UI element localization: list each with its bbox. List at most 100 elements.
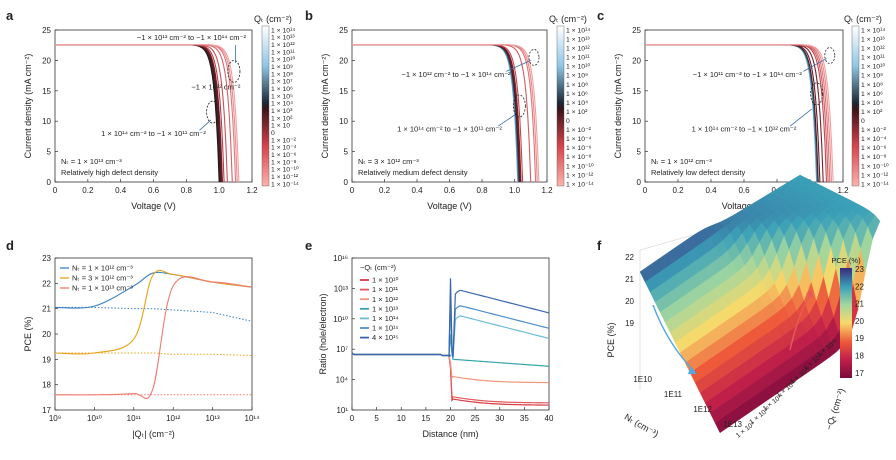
annotation-text: −1 × 10¹³ cm⁻² to −1 × 10¹⁴ cm⁻²: [137, 33, 247, 42]
colorbar-label: 1 × 10⁻¹⁴: [271, 181, 299, 188]
x-tick-label: 25: [471, 414, 480, 423]
y-tick-label: 15: [339, 87, 348, 96]
surface-patch: [792, 174, 806, 183]
ellipse-marker: [824, 47, 836, 64]
y-tick-label: 0: [637, 178, 642, 187]
legend-label: Nₜ = 1 × 10¹² cm⁻³: [72, 264, 133, 273]
x-tick-label: 0.8: [476, 186, 488, 195]
legend-label: 1 × 10¹¹: [372, 285, 399, 294]
ellipse-marker: [206, 100, 220, 124]
y-tick-label: 25: [632, 26, 641, 35]
y-axis-title: Current density (mA cm⁻²): [320, 54, 330, 159]
y-tick-label: 15: [632, 87, 641, 96]
colorbar-label: 23: [855, 265, 864, 274]
colorbar-label: 1 × 10⁴: [271, 101, 293, 108]
colorbar-label: 1 × 10⁻¹⁴: [566, 181, 594, 188]
x-tick-label: 1.2: [541, 186, 553, 195]
x-tick-label: 0.4: [411, 186, 423, 195]
x-tick-label: 1.0: [509, 186, 521, 195]
y-tick-label: 20: [42, 330, 51, 339]
x-tick-label: 1.2: [246, 186, 258, 195]
colorbar-label: 1 × 10⁸: [861, 82, 883, 89]
legend-label: 1 × 10¹⁴: [372, 314, 399, 323]
y-tick-label: 5: [344, 148, 349, 157]
pce-panel-d: d 10⁹ 10¹⁰ 10¹¹ 10¹² 10¹³ 10¹⁴ 17 18 19 20 21 22 23 |Q…: [6, 238, 260, 439]
colorbar-label: 1 × 10⁻⁸: [861, 154, 887, 161]
y-tick-label: 23: [42, 254, 51, 263]
x-tick-label: 1E10: [633, 375, 652, 384]
colorbar-label: 1 × 10¹³: [271, 35, 295, 42]
y-axis-title: −Qₜ (cm⁻²): [824, 387, 847, 431]
colorbar-title: Qₜ (cm⁻²): [549, 14, 587, 24]
y-tick-label: 0: [344, 178, 349, 187]
panel-label-e: e: [305, 238, 312, 253]
x-tick-label: 0: [53, 186, 58, 195]
y-tick-label: 15: [42, 87, 51, 96]
legend-label: 1 × 10¹⁵: [372, 324, 399, 333]
y-axis-title: Ratio (hole/electron): [318, 293, 328, 374]
colorbar-label: 1 × 10⁻¹⁰: [566, 162, 594, 170]
y-tick-label: 0: [47, 178, 52, 187]
colorbar-label: 1 × 10⁻⁴: [271, 145, 297, 152]
colorbar-label: 1 × 10²: [271, 115, 293, 122]
x-tick-label: 30: [495, 414, 504, 423]
colorbar-label: 1 × 10⁴: [861, 100, 883, 107]
x-tick-label: 10⁹: [49, 414, 61, 423]
annotation-text: −1 × 10¹¹ cm⁻² to −1 × 10¹⁴ cm⁻²: [693, 70, 803, 79]
y-tick-label: 10¹³: [334, 284, 349, 293]
colorbar-label: 1 × 10⁶: [566, 91, 588, 98]
x-tick-label: 0.4: [705, 186, 717, 195]
colorbar-label: 1 × 10⁶: [271, 86, 293, 93]
colorbar-label: 22: [855, 282, 864, 291]
jv-curve: [352, 44, 540, 183]
y-axis-title: Current density (mA cm⁻²): [23, 54, 33, 159]
y-axis-title: PCE (%): [23, 316, 33, 351]
x-tick-label: 10¹⁰: [87, 414, 102, 423]
pce-curve-2: [54, 276, 253, 400]
x-tick-label: 1E11: [664, 390, 683, 399]
pce-colorbar: [840, 268, 852, 378]
colorbar-label: 0: [861, 118, 865, 125]
annotation-text: −1 × 10¹² cm⁻²: [191, 83, 240, 92]
x-tick-label: 0.2: [379, 186, 391, 195]
colorbar-label: 1 × 10⁹: [566, 73, 588, 80]
colorbar-label: 1 × 10¹¹: [861, 55, 885, 62]
legend-label: Nₜ = 1 × 10¹³ cm⁻³: [72, 284, 133, 293]
x-tick-label: 0: [350, 414, 355, 423]
colorbar-label: 1 × 10⁻⁸: [271, 159, 297, 166]
y-tick-label: 18: [42, 381, 51, 390]
x-tick-label: 5: [374, 414, 379, 423]
jv-panel-a: a 0 0.2 0.4 0.6 0.8 1.0 1.2 0 5 10 15 20 25 Voltage (V…: [6, 8, 258, 211]
colorbar-label: 1 × 10¹¹: [566, 55, 590, 62]
box-edge: [639, 232, 701, 251]
x-tick-label: 40: [545, 414, 554, 423]
colorbar-label: 1 × 10⁴: [566, 100, 588, 107]
panel-label-a: a: [6, 8, 14, 23]
z-axis-title: PCE (%): [606, 322, 616, 357]
colorbar-bar: [556, 25, 565, 187]
colorbar-label: 1 × 10⁻¹⁰: [861, 162, 889, 170]
ellipse-marker: [810, 82, 823, 106]
colorbar-label: 1 × 10⁻¹⁴: [861, 181, 889, 188]
colorbar-label: 1 × 10²: [566, 109, 588, 116]
y-tick-label: 10¹⁶: [333, 254, 348, 263]
z-tick-label: 21: [625, 275, 634, 284]
colorbar-label: 1 × 10⁻¹⁰: [271, 166, 299, 174]
y-tick-label: 20: [42, 56, 51, 65]
colorbar-label: 1 × 10⁸: [271, 71, 293, 78]
surface-arrowhead: [806, 290, 813, 298]
colorbar-label: 1 × 10⁻⁶: [566, 145, 592, 152]
colorbar-label: 1 × 10⁻⁴: [861, 136, 887, 143]
colorbar-label: 1 × 10⁻⁴: [566, 136, 592, 143]
legend-label: 1 × 10¹²: [372, 295, 399, 304]
x-tick-label: 15: [421, 414, 430, 423]
colorbar-label: 17: [855, 369, 864, 378]
annotation-arrow: [506, 60, 531, 72]
x-tick-label: 0.6: [444, 186, 456, 195]
y-tick-label: 10¹: [336, 406, 348, 415]
annotation-arrow: [498, 114, 515, 127]
colorbar-label: 1 × 10⁹: [861, 73, 883, 80]
